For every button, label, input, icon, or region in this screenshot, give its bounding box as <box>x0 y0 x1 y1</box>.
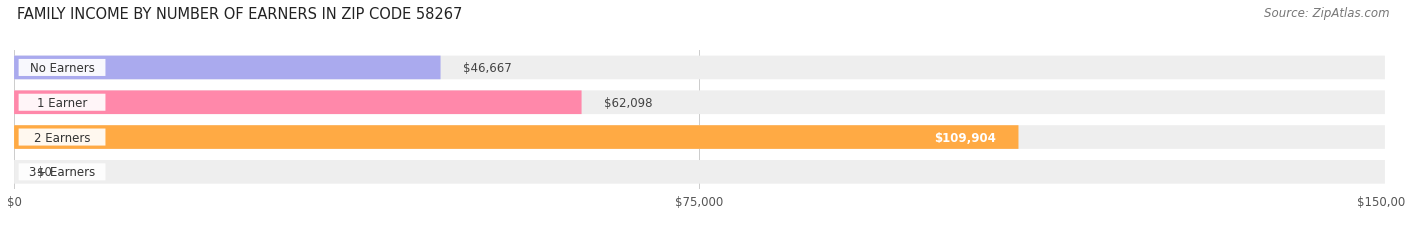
Text: $62,098: $62,098 <box>605 96 652 109</box>
FancyBboxPatch shape <box>14 56 440 80</box>
FancyBboxPatch shape <box>18 94 105 111</box>
Text: FAMILY INCOME BY NUMBER OF EARNERS IN ZIP CODE 58267: FAMILY INCOME BY NUMBER OF EARNERS IN ZI… <box>17 7 463 22</box>
Text: $0: $0 <box>37 166 52 179</box>
FancyBboxPatch shape <box>14 91 1385 115</box>
Text: 3+ Earners: 3+ Earners <box>30 166 96 179</box>
Text: Source: ZipAtlas.com: Source: ZipAtlas.com <box>1264 7 1389 20</box>
FancyBboxPatch shape <box>14 91 582 115</box>
FancyBboxPatch shape <box>18 60 105 77</box>
Text: 1 Earner: 1 Earner <box>37 96 87 109</box>
FancyBboxPatch shape <box>14 160 1385 184</box>
FancyBboxPatch shape <box>18 129 105 146</box>
Text: 2 Earners: 2 Earners <box>34 131 90 144</box>
Text: No Earners: No Earners <box>30 62 94 75</box>
FancyBboxPatch shape <box>14 126 1018 149</box>
FancyBboxPatch shape <box>14 56 1385 80</box>
Text: $109,904: $109,904 <box>934 131 995 144</box>
FancyBboxPatch shape <box>14 126 1385 149</box>
Text: $46,667: $46,667 <box>464 62 512 75</box>
FancyBboxPatch shape <box>18 164 105 181</box>
